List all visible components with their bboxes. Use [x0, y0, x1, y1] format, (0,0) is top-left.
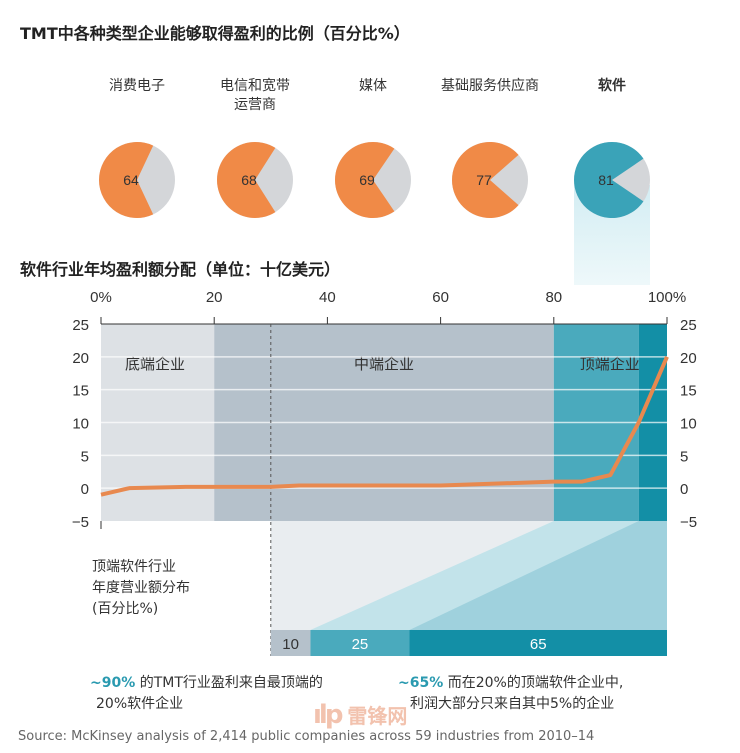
y-tick-label-left: 20 [72, 350, 89, 367]
pie-charts: 64 68 69 77 81 [99, 142, 650, 285]
revenue-segment-label: 10 [282, 636, 299, 653]
source-text: Source: McKinsey analysis of 2,414 publi… [18, 729, 595, 744]
pie-value: 69 [359, 172, 375, 188]
revenue-segment-label: 25 [352, 636, 369, 653]
pie-value: 77 [476, 172, 492, 188]
y-tick-label-right: 15 [680, 383, 697, 400]
x-tick-label: 0% [90, 289, 112, 306]
revenue-label-line: 年度营业额分布 [92, 580, 190, 596]
pie-slice [335, 142, 395, 218]
revenue-segment [270, 630, 311, 656]
note-90: ~90% 的TMT行业盈利来自最顶端的 20%软件企业 [90, 673, 323, 715]
revenue-label: 顶端软件行业 年度营业额分布 (百分比%) [92, 557, 190, 620]
x-tick-label: 20 [206, 289, 223, 306]
y-tick-label-right: 20 [680, 350, 697, 367]
watermark: ılp 雷锋网 [313, 700, 407, 730]
x-tick-label: 60 [432, 289, 449, 306]
y-tick-label-right: 25 [680, 317, 697, 334]
y-tick-label-right: 10 [680, 416, 697, 433]
y-tick-label-right: 0 [680, 481, 688, 498]
pie-value: 68 [241, 172, 257, 188]
y-tick-label-left: −5 [72, 514, 89, 531]
note-highlight: ~90% [90, 675, 136, 691]
revenue-label-line: (百分比%) [92, 601, 159, 617]
pie-value: 64 [123, 172, 139, 188]
x-tick-label: 80 [545, 289, 562, 306]
watermark-logo-icon: ılp [313, 700, 343, 730]
pie-slice [452, 142, 519, 218]
revenue-label-line: 顶端软件行业 [92, 559, 176, 575]
revenue-segment-label: 65 [530, 636, 547, 653]
note-highlight: ~65% [398, 675, 444, 691]
y-tick-label-right: −5 [680, 514, 697, 531]
pie-label: 消费电子 [109, 78, 165, 94]
pie-slice [99, 142, 154, 218]
note-text: 而在20%的顶端软件企业中, [443, 675, 624, 691]
x-tick-label: 40 [319, 289, 336, 306]
note-65: ~65% 而在20%的顶端软件企业中, 利润大部分只来自其中5%的企业 [398, 673, 623, 715]
pie-label: 基础服务供应商 [441, 78, 539, 94]
revenue-segment [409, 630, 667, 656]
watermark-text: 雷锋网 [347, 704, 408, 728]
note-text: 的TMT行业盈利来自最顶端的 [135, 675, 323, 691]
y-tick-label-left: 5 [81, 448, 89, 465]
band-label: 顶端企业 [580, 355, 640, 373]
funnel-top5-segment [409, 521, 667, 630]
revenue-segment [310, 630, 410, 656]
pie-label: 电信和宽带 运营商 [220, 78, 290, 113]
note-text: 利润大部分只来自其中5%的企业 [410, 696, 615, 712]
pie-slice [217, 142, 276, 218]
x-tick-label: 100% [648, 289, 686, 306]
pie-value: 81 [598, 172, 614, 188]
profit-chart: 底端企业 中端企业 顶端企业 0% 20 40 60 80 100% 25 25 20 20 15 15 10… [72, 289, 697, 656]
pie-label: 媒体 [359, 78, 387, 94]
y-tick-label-left: 25 [72, 317, 89, 334]
note-text: 20%软件企业 [96, 696, 184, 712]
band-label: 中端企业 [354, 355, 414, 373]
y-tick-label-left: 10 [72, 416, 89, 433]
main-title: TMT中各种类型企业能够取得盈利的比例（百分比%） [20, 24, 410, 43]
y-tick-label-left: 0 [81, 481, 89, 498]
pie-slice [574, 142, 644, 218]
y-tick-label-left: 15 [72, 383, 89, 400]
profit-line [100, 356, 669, 497]
chart-title: 软件行业年均盈利额分配（单位：十亿美元） [20, 260, 341, 279]
y-tick-label-right: 5 [680, 448, 688, 465]
band-label: 底端企业 [125, 355, 185, 373]
pie-label: 软件 [598, 78, 626, 94]
